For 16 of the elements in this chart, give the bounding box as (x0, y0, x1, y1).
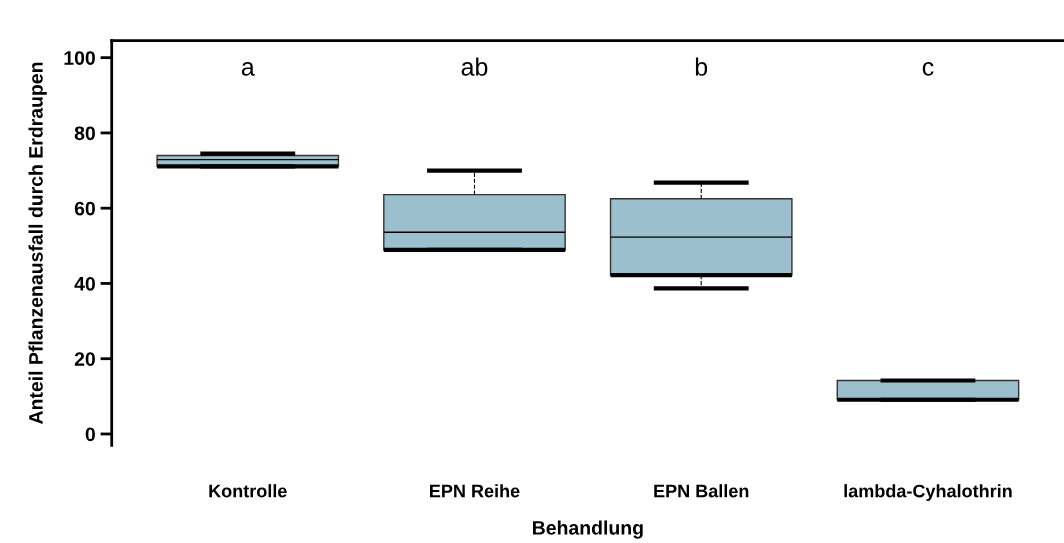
y-tick-label: 100 (64, 51, 95, 65)
y-tick-label: 0 (85, 427, 95, 442)
y-tick-label: 60 (74, 201, 95, 216)
x-tick-label: EPN Ballen (654, 484, 749, 498)
y-tick-label: 80 (74, 126, 95, 141)
x-tick-label: Kontrolle (209, 484, 287, 498)
y-tick-label: 40 (74, 276, 95, 291)
annotation: ab (461, 57, 488, 76)
y-tick-label: 20 (74, 352, 95, 366)
x-axis-title: Behandlung (533, 520, 643, 539)
annotation: a (241, 62, 255, 76)
y-axis-title: Anteil Pflanzenausfall durch Erdraupen (28, 62, 47, 425)
x-tick-label: EPN Reihe (430, 484, 520, 498)
annotation: c (922, 62, 934, 76)
annotation: b (695, 57, 708, 76)
x-tick-label: lambda-Cyhalothrin (844, 484, 1012, 501)
